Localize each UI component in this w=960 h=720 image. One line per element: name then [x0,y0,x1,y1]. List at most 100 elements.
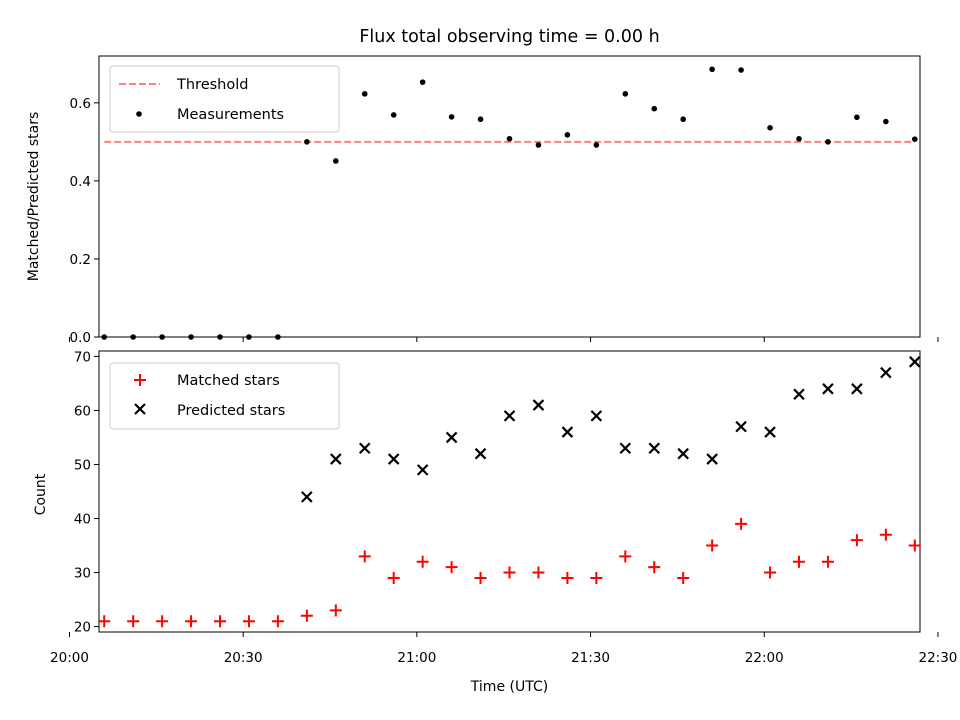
bottom-legend: Matched stars Predicted stars [109,362,340,430]
matched-star-point [127,615,140,628]
bottom-y-axis-label: Count [33,473,49,515]
y-tick-label-1-2: 40 [74,512,91,528]
matched-star-point [474,571,487,584]
predicted-star-point [503,410,516,422]
measurement-point [448,114,455,120]
matched-star-point [879,528,892,541]
legend-threshold-label: Threshold [176,77,248,93]
bottom-legend-box [109,362,340,430]
matched-star-point [387,571,400,584]
predicted-star-point [909,356,921,368]
matched-star-point [98,615,111,628]
x-tick-label-0: 20:00 [50,650,89,666]
matched-star-point [329,604,342,617]
measurement-point [477,116,484,123]
measurement-point [390,112,397,118]
y-tick-label-0-3: 0.6 [70,96,91,112]
matched-star-point [185,615,198,628]
matched-star-point [792,555,805,568]
y-tick-label-1-3: 50 [74,457,91,473]
plot-frame-1 [98,350,921,633]
bottom-plot-area: 20 30 40 50 60 70 20:00 20:30 21:00 21:30 22:00 22:… [50,349,957,666]
plot-frame-0 [98,55,921,338]
predicted-star-point [590,410,603,422]
legend-measurements-swatch [136,111,142,117]
y-tick-label-1-4: 60 [74,403,91,419]
predicted-star-point [416,464,429,476]
y-tick-label-1-5: 70 [74,349,91,365]
y-tick-label-0-1: 0.2 [70,252,91,268]
measurement-point [217,334,223,340]
measurement-point [361,91,368,97]
matched-star-point [214,615,227,628]
measurement-point [825,139,831,145]
matched-star-point [300,609,313,622]
measurement-point [159,334,165,340]
predicted-star-point [648,442,661,455]
measurement-point [130,334,136,340]
y-tick-label-1-1: 30 [74,566,91,582]
x-tick-label-3: 21:30 [571,650,610,666]
measurement-point [333,158,339,164]
measurement-point [101,334,108,340]
predicted-star-point [561,426,574,438]
legend-predicted-label: Predicted stars [177,403,285,419]
measurement-point [911,136,918,142]
y-tick-label-1-0: 20 [74,620,91,636]
matched-star-point [561,571,574,584]
predicted-star-point [474,447,487,460]
measurement-point [188,334,194,340]
matched-star-point [821,555,834,568]
predicted-star-point [735,420,747,433]
predicted-star-point [301,491,313,503]
predicted-star-point [851,383,863,395]
legend-predicted-swatch [134,403,146,415]
top-y-axis-label: Matched/Predicted stars [26,112,42,282]
matched-star-point [156,615,169,628]
measurement-point [246,334,252,340]
matched-star-point [648,561,661,574]
measurement-point [564,132,571,138]
matched-star-point [242,615,255,628]
top-legend: Threshold Measurements [109,65,340,133]
predicted-star-point [706,453,718,465]
matched-star-point [271,615,284,628]
measurement-point [680,116,686,123]
x-axis-label: Time (UTC) [470,679,548,695]
predicted-star-point [793,388,805,401]
measurement-point [883,118,889,125]
predicted-star-point [822,383,834,395]
predicted-star-point [677,447,689,460]
measurement-point [506,135,513,142]
measurement-point [593,142,600,148]
measurement-point [738,67,744,73]
measurement-point [535,142,542,148]
measurement-point [419,79,426,85]
matched-star-point [532,566,545,579]
legend-matched-label: Matched stars [177,373,280,389]
predicted-star-point [358,442,371,455]
predicted-star-point [619,442,632,455]
top-legend-box [109,65,340,133]
x-tick-label-4: 22:00 [745,650,784,666]
predicted-star-point [880,366,892,379]
matched-star-point [416,555,429,568]
predicted-star-point [387,453,400,465]
predicted-star-point [330,453,342,465]
matched-star-point [706,539,719,552]
x-tick-label-1: 20:30 [224,650,263,666]
measurement-point [854,114,860,121]
predicted-star-point [764,426,776,438]
measurement-point [275,334,281,340]
chart-title: Flux total observing time = 0.00 h [359,27,659,47]
matched-star-point [850,534,863,547]
y-tick-label-0-2: 0.4 [70,174,91,190]
predicted-star-point [445,431,458,444]
legend-measurements-label: Measurements [177,107,284,123]
measurement-point [622,91,629,97]
measurement-point [767,125,773,131]
matched-star-point [358,550,371,563]
x-tick-label-2: 21:00 [397,650,436,666]
x-tick-label-5: 22:30 [918,650,957,666]
